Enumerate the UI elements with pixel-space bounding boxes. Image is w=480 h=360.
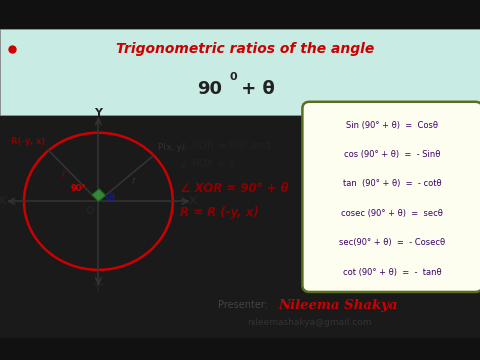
Text: Sin (90° + θ)  =  Cosθ: Sin (90° + θ) = Cosθ (347, 121, 438, 130)
Text: ∠ POR = 90° and: ∠ POR = 90° and (180, 141, 271, 151)
FancyBboxPatch shape (302, 102, 480, 292)
Text: cosec (90° + θ)  =  secθ: cosec (90° + θ) = secθ (341, 209, 444, 218)
Text: Nileema Shakya: Nileema Shakya (278, 299, 398, 312)
Polygon shape (92, 189, 106, 201)
Text: + θ: + θ (235, 80, 275, 98)
Text: Presenter:: Presenter: (218, 300, 268, 310)
Text: P(x, y): P(x, y) (157, 143, 184, 152)
Text: Trigonometric ratios of the angle: Trigonometric ratios of the angle (116, 42, 374, 56)
Text: R(-y, x): R(-y, x) (11, 137, 45, 146)
Text: X: X (189, 196, 197, 206)
Text: 90°: 90° (71, 184, 86, 193)
Text: r: r (131, 176, 135, 185)
Text: Y: Y (95, 108, 102, 118)
Text: O: O (85, 206, 94, 216)
Text: ∠ POX = θ: ∠ POX = θ (180, 159, 235, 169)
Text: tan  (90° + θ)  =  - cotθ: tan (90° + θ) = - cotθ (343, 179, 442, 188)
Bar (0, 29, 480, 115)
Text: sec(90° + θ)  =  - Cosecθ: sec(90° + θ) = - Cosecθ (339, 238, 445, 247)
Text: ∠ XOR = 90° + θ: ∠ XOR = 90° + θ (180, 181, 289, 194)
Text: θ: θ (109, 193, 115, 203)
Text: cos (90° + θ)  =  - Sinθ: cos (90° + θ) = - Sinθ (344, 150, 441, 159)
Text: 90: 90 (197, 80, 222, 98)
Text: R = R (-y, x): R = R (-y, x) (180, 206, 259, 219)
Text: cot (90° + θ)  =  -  tanθ: cot (90° + θ) = - tanθ (343, 267, 442, 276)
Text: 0: 0 (229, 72, 237, 82)
Text: X': X' (0, 196, 10, 206)
Text: Y': Y' (93, 283, 104, 293)
Text: nileemashakya@gmail.com: nileemashakya@gmail.com (247, 318, 372, 328)
Text: r: r (62, 168, 66, 179)
